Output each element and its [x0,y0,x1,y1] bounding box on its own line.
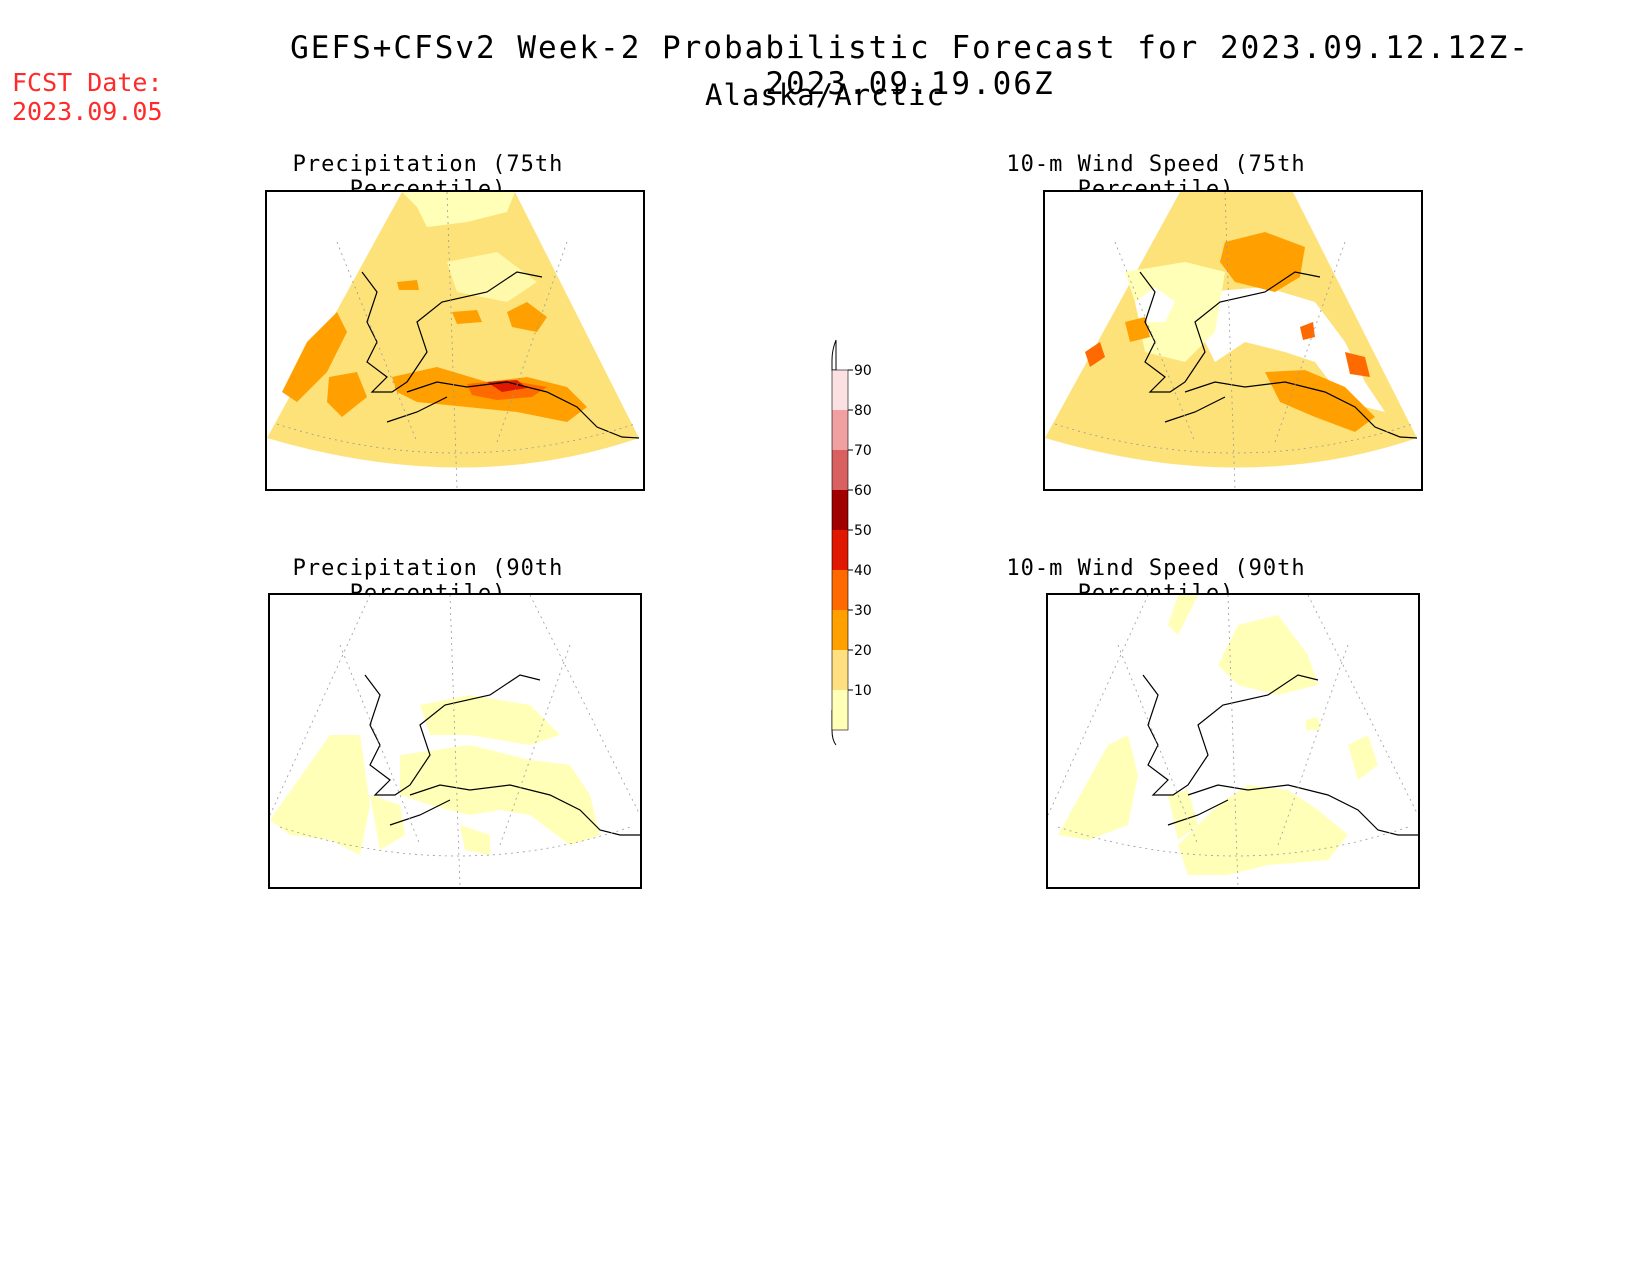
colorbar-swatch-20 [832,650,848,690]
fcst-date-block: FCST Date: 2023.09.05 [12,68,163,126]
colorbar-label-30: 30 [854,603,872,619]
light-area [1168,790,1198,840]
light-area [1178,785,1348,875]
colorbar-label-70: 70 [854,443,872,459]
grid [1048,595,1418,887]
orange-area [1265,370,1375,432]
map-precip75 [265,190,645,491]
coastline [1167,799,1229,826]
orange-area [1125,317,1150,342]
orange-area [507,302,547,332]
colorbar-label-10: 10 [854,683,872,699]
colorbar-label-80: 80 [854,403,872,419]
colorbar-swatch-70 [832,450,848,490]
colorbar-swatch-60 [832,490,848,530]
colorbar-frame [831,369,849,731]
orange-area [1345,352,1370,377]
colorbar-swatch-80 [832,410,848,450]
light-area [420,695,560,745]
coastline [386,396,448,423]
light-area [1168,595,1198,635]
colorbar-swatch-90 [832,370,848,410]
map-wind90 [1046,593,1420,889]
fcst-date-label: FCST Date: [12,68,163,97]
colorbar-swatch-50 [832,530,848,570]
orange-area [1300,322,1315,340]
colorbar: 90 80 70 60 50 40 30 20 10 [820,330,900,750]
light-area [1306,717,1320,730]
light-area [1218,615,1318,695]
colorbar-swatch-10 [832,690,848,730]
orange-area [397,280,419,290]
map-precip90 [268,593,642,889]
page-title: GEFS+CFSv2 Week-2 Probabilistic Forecast… [0,30,1650,102]
colorbar-label-40: 40 [854,563,872,579]
colorbar-label-60: 60 [854,483,872,499]
colorbar-label-90: 90 [854,363,872,379]
main-title: GEFS+CFSv2 Week-2 Probabilistic Forecast… [290,30,1530,102]
light-area [402,192,515,227]
coastline [1187,784,1418,836]
colorbar-swatch-40 [832,570,848,610]
white-area [1135,287,1175,322]
colorbar-top-cap [831,339,837,371]
coastline [1164,396,1226,423]
coastline [1142,674,1319,796]
map-wind75 [1043,190,1423,491]
coastline [364,674,541,796]
coastline [1184,381,1418,439]
orange-area [327,372,367,417]
grid [270,595,640,887]
light-area [460,825,490,855]
coastline [406,381,640,439]
coastline [361,271,543,393]
orange-area [452,310,482,324]
light-area [1058,735,1138,840]
light-area [400,745,600,845]
light-area [1348,735,1378,780]
panel-title-wind75: 10-m Wind Speed (75th Percentile) [1006,152,1306,202]
colorbar-swatch-30 [832,610,848,650]
coastline [409,784,640,836]
light-area [370,795,405,850]
colorbar-label-50: 50 [854,523,872,539]
white-area [1200,287,1385,412]
light-area [270,735,370,855]
colorbar-label-20: 20 [854,643,872,659]
light-area [447,252,537,302]
orange-area [282,312,347,402]
coastline [1139,271,1321,393]
colorbar-svg: 90 80 70 60 50 40 30 20 10 [831,339,872,746]
region-subtitle: Alaska/Arctic [705,78,945,112]
coastline [389,799,451,826]
orange-area [1085,342,1105,367]
fcst-date-value: 2023.09.05 [12,97,163,126]
orange-area [1220,232,1305,292]
